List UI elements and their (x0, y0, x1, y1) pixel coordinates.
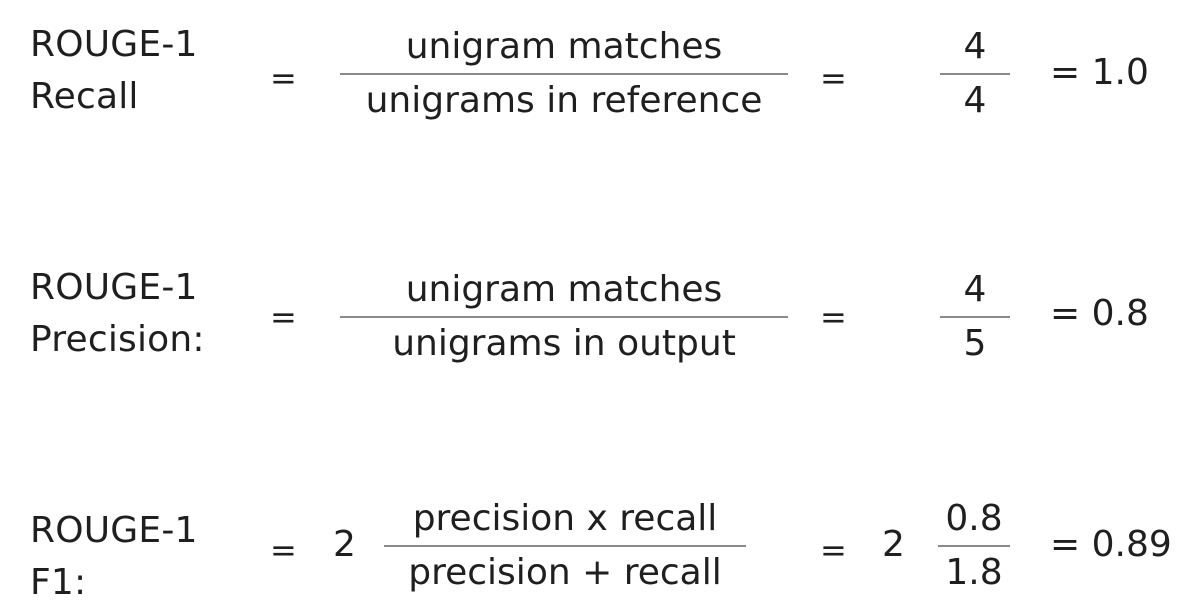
precision-equals-sign-2: = (820, 298, 847, 336)
precision-value-bar (940, 316, 1010, 318)
f1-equals-sign-2: = (820, 531, 847, 569)
f1-label-line1: ROUGE-1 (30, 510, 198, 551)
precision-value-numerator: 4 (963, 269, 987, 310)
recall-fraction-numerator: unigram matches (405, 26, 723, 67)
precision-equals-sign: = (270, 298, 297, 336)
f1-coefficient: 2 (333, 524, 356, 565)
f1-value-denominator: 1.8 (945, 552, 1003, 593)
f1-value-bar (938, 545, 1010, 547)
precision-formula: ROUGE-1 Precision: = unigram matches uni… (0, 263, 1181, 373)
f1-fraction-denominator: precision + recall (408, 552, 722, 593)
f1-result: = 0.89 (1050, 524, 1172, 565)
precision-label-line2: Precision: (30, 319, 205, 360)
f1-fraction-bar (384, 545, 746, 547)
precision-value-denominator: 5 (963, 323, 987, 364)
recall-formula: ROUGE-1 Recall = unigram matches unigram… (0, 20, 1181, 130)
recall-value-bar (940, 73, 1010, 75)
recall-label-line2: Recall (30, 76, 139, 117)
f1-fraction-numerator: precision x recall (412, 498, 718, 539)
recall-fraction-bar (340, 73, 788, 75)
precision-fraction-denominator: unigrams in output (392, 323, 736, 364)
f1-equals-sign: = (270, 531, 297, 569)
precision-label-line1: ROUGE-1 (30, 267, 198, 308)
f1-value-numerator: 0.8 (945, 498, 1003, 539)
f1-formula: ROUGE-1 F1: = 2 precision x recall preci… (0, 498, 1181, 608)
precision-result: = 0.8 (1050, 293, 1149, 334)
precision-fraction-numerator: unigram matches (405, 269, 723, 310)
recall-fraction-denominator: unigrams in reference (365, 80, 763, 121)
precision-fraction-bar (340, 316, 788, 318)
recall-equals-sign: = (270, 59, 297, 97)
recall-value-numerator: 4 (963, 26, 987, 67)
f1-label-line2: F1: (30, 562, 87, 603)
recall-equals-sign-2: = (820, 59, 847, 97)
recall-value-denominator: 4 (963, 80, 987, 121)
f1-coefficient-2: 2 (882, 524, 905, 565)
recall-label-line1: ROUGE-1 (30, 24, 198, 65)
recall-result: = 1.0 (1050, 52, 1149, 93)
